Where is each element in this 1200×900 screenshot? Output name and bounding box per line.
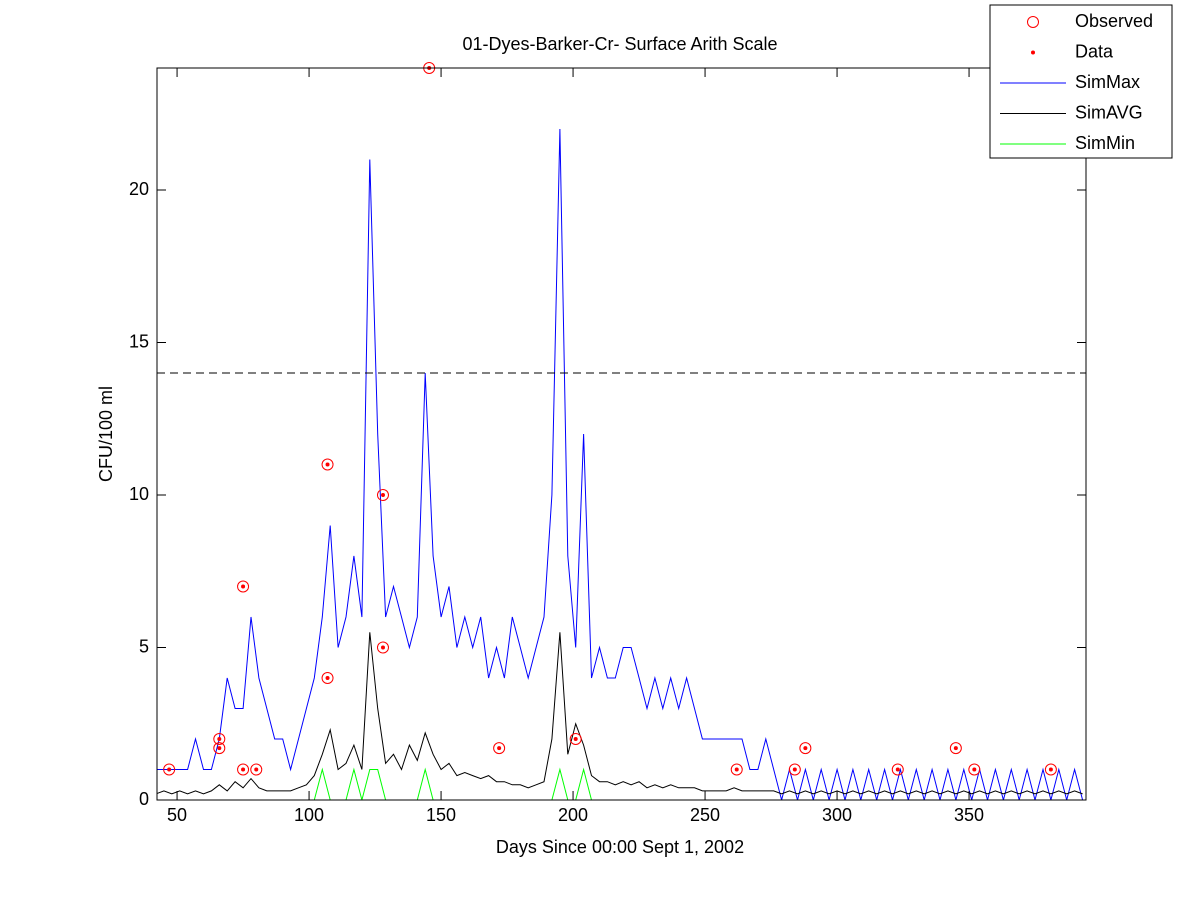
y-tick-label: 0 [139,789,149,809]
x-tick-label: 100 [294,805,324,825]
observed-marker [730,763,743,776]
data-marker [380,645,385,650]
observed-marker [376,489,389,501]
observed-marker [321,672,334,684]
observed-marker [949,742,962,755]
data-marker [167,767,172,772]
observed-marker [493,742,506,755]
x-tick-label: 200 [558,805,588,825]
data-marker [380,493,385,497]
chart-title: 01-Dyes-Barker-Cr- Surface Arith Scale [462,34,777,54]
data-marker [254,767,259,772]
x-tick-label: 250 [690,805,720,825]
observed-marker [237,763,250,776]
y-tick-label: 10 [129,484,149,504]
data-marker [972,767,977,772]
legend-swatch [1031,50,1035,55]
x-axis-label: Days Since 00:00 Sept 1, 2002 [496,837,744,857]
data-layer [157,62,1084,800]
axes-box [156,67,1087,801]
legend-label: SimAVG [1075,102,1143,122]
series-line [157,128,1084,800]
data-marker [217,737,222,741]
data-marker [1048,767,1053,772]
data-marker [803,746,808,751]
y-tick-label: 20 [129,179,149,199]
x-tick-label: 150 [426,805,456,825]
data-marker [895,767,900,772]
data-marker [573,737,578,741]
legend-swatch [1027,16,1039,28]
y-tick-label: 15 [129,331,149,351]
data-marker [325,462,330,467]
data-marker [241,767,246,772]
plot-area [157,68,1086,800]
observed-marker [891,763,904,776]
data-marker [792,767,797,772]
x-tick-label: 50 [167,805,187,825]
legend-box [989,4,1173,159]
legend: Observed Data SimMax SimAVG SimMin [989,4,1173,159]
observed-marker [213,733,226,745]
data-marker [734,767,739,772]
observed-marker [237,580,250,593]
x-tick-label: 300 [822,805,852,825]
observed-marker [321,458,334,471]
observed-marker [213,742,226,755]
y-tick-label: 5 [139,636,149,656]
data-marker [325,676,330,680]
observed-marker [163,763,176,776]
y-axis-label: CFU/100 ml [96,386,116,482]
legend-label: Observed [1075,11,1153,31]
observed-marker [376,641,389,654]
legend-label: SimMin [1075,133,1135,153]
observed-marker [569,733,582,745]
observed-marker [799,742,812,755]
observed-marker [250,763,263,776]
observed-marker [788,763,801,776]
legend-label: Data [1075,41,1114,61]
observed-marker [968,763,981,776]
data-marker [497,746,502,751]
data-marker [953,746,958,751]
series-line [157,632,1083,795]
x-tick-label: 350 [954,805,984,825]
legend-label: SimMax [1075,72,1140,92]
data-marker [241,584,246,589]
observed-marker [1044,763,1057,776]
data-marker [217,746,222,751]
